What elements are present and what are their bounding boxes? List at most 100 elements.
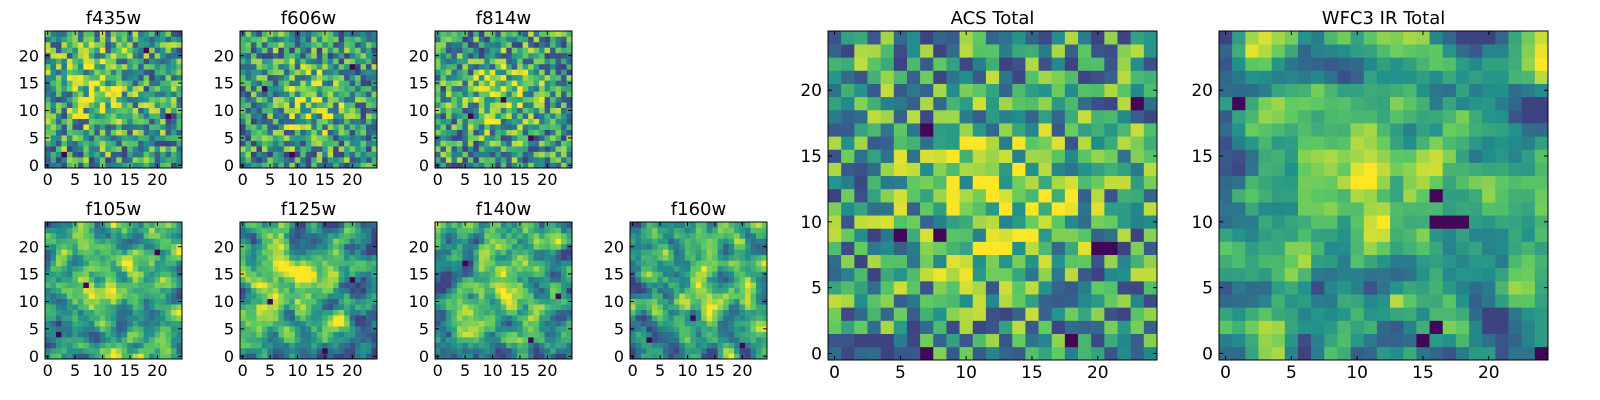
heatmap-cell [143, 91, 150, 98]
heatmap-cell [138, 85, 144, 92]
heatmap-cell [149, 331, 155, 338]
heatmap-cell [121, 353, 128, 360]
heatmap-cell [539, 293, 545, 300]
heatmap-cell [72, 249, 79, 256]
heatmap-cell [561, 293, 567, 300]
heatmap-cell [561, 342, 567, 349]
heatmap-cell [451, 162, 458, 169]
heatmap-cell [723, 298, 729, 305]
heatmap-cell [272, 227, 279, 234]
heatmap-cell [272, 162, 279, 169]
y-tick-label: 0 [419, 347, 429, 366]
heatmap-cell [651, 271, 658, 278]
heatmap-cell [440, 41, 447, 48]
heatmap-cell [250, 96, 257, 103]
heatmap-cell [94, 298, 101, 305]
heatmap-cell [489, 331, 496, 338]
heatmap-cell [294, 118, 301, 125]
heatmap-cell [143, 320, 150, 327]
heatmap-cell [555, 304, 562, 310]
heatmap-cell [240, 249, 246, 256]
heatmap-cell [83, 320, 90, 327]
heatmap-cell [154, 320, 161, 327]
heatmap-cell [959, 149, 974, 163]
heatmap-cell [245, 342, 252, 349]
heatmap-cell [959, 320, 974, 334]
x-tick-label: 10 [287, 361, 307, 380]
heatmap-cell [555, 276, 562, 283]
heatmap-cell [50, 47, 57, 54]
heatmap-cell [66, 331, 73, 338]
heatmap-cell [489, 232, 496, 239]
heatmap-cell [484, 227, 491, 234]
heatmap-cell [110, 282, 117, 289]
heatmap-cell [116, 96, 123, 103]
heatmap-cell [445, 243, 452, 250]
heatmap-cell [517, 249, 523, 256]
heatmap-cell [635, 276, 642, 283]
heatmap-cell [630, 309, 636, 316]
heatmap-cell [256, 271, 263, 278]
heatmap-cell [506, 146, 513, 152]
heatmap-cell [176, 222, 183, 228]
heatmap-cell [517, 63, 523, 70]
heatmap-cell [322, 260, 328, 267]
heatmap-cell [550, 124, 556, 130]
heatmap-cell [121, 222, 128, 228]
heatmap-cell [706, 337, 713, 343]
heatmap-cell [528, 140, 534, 147]
heatmap-cell [701, 293, 708, 300]
heatmap-cell [841, 228, 855, 242]
heatmap-cell [440, 129, 447, 136]
heatmap-cell [267, 74, 274, 81]
heatmap-cell [322, 238, 328, 245]
heatmap-cell [539, 91, 545, 98]
heatmap-cell [906, 294, 921, 308]
heatmap-cell [668, 315, 675, 321]
heatmap-cell [550, 271, 556, 278]
heatmap-cell [278, 315, 285, 321]
heatmap-cell [143, 52, 150, 59]
heatmap-cell [893, 333, 908, 348]
heatmap-cell [250, 254, 257, 261]
heatmap-cell [289, 151, 296, 158]
heatmap-cell [933, 149, 947, 163]
heatmap-cell [893, 175, 908, 190]
heatmap-cell [522, 63, 529, 70]
heatmap-cell [149, 91, 155, 98]
heatmap-cell [640, 227, 647, 234]
panel-title: f125w [281, 199, 336, 220]
heatmap-cell [673, 304, 680, 310]
heatmap-cell [138, 293, 144, 300]
y-tick-label: 5 [614, 319, 624, 338]
heatmap-cell [500, 254, 507, 261]
heatmap-cell [261, 337, 268, 343]
heatmap-cell [333, 69, 339, 76]
heatmap-cell [1104, 294, 1118, 308]
heatmap-cell [522, 162, 529, 169]
heatmap-cell [267, 265, 274, 272]
heatmap-cell [451, 85, 458, 92]
heatmap-cell [462, 271, 469, 278]
heatmap-cell [121, 58, 128, 65]
heatmap-cell [322, 96, 328, 103]
heatmap-cell [261, 342, 268, 349]
heatmap-cell [906, 307, 921, 321]
heatmap-cell [445, 52, 452, 59]
heatmap-cell [138, 36, 144, 43]
heatmap-cell [1012, 162, 1026, 177]
heatmap-cell [679, 271, 686, 278]
heatmap-cell [473, 69, 480, 76]
heatmap-cell [154, 282, 161, 289]
heatmap-cell [500, 238, 507, 245]
heatmap-cell [294, 342, 301, 349]
heatmap-cell [149, 304, 155, 310]
heatmap-cell [1038, 228, 1053, 242]
heatmap-cell [316, 232, 323, 239]
heatmap-cell [528, 113, 534, 119]
heatmap-cell [734, 287, 740, 294]
heatmap-cell [561, 63, 567, 70]
heatmap-cell [1012, 188, 1026, 203]
heatmap-cell [893, 162, 908, 177]
heatmap-cell [1051, 294, 1066, 308]
